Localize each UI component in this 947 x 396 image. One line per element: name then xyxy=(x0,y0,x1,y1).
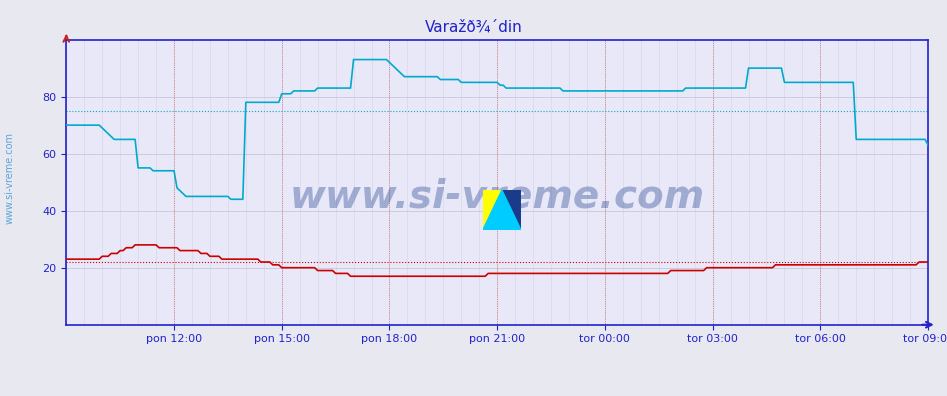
Text: Varažð¾´din: Varažð¾´din xyxy=(424,20,523,35)
Polygon shape xyxy=(502,190,521,230)
Text: www.si-vreme.com: www.si-vreme.com xyxy=(290,177,705,215)
Text: www.si-vreme.com: www.si-vreme.com xyxy=(5,132,15,224)
Polygon shape xyxy=(483,190,502,230)
Polygon shape xyxy=(483,190,521,230)
